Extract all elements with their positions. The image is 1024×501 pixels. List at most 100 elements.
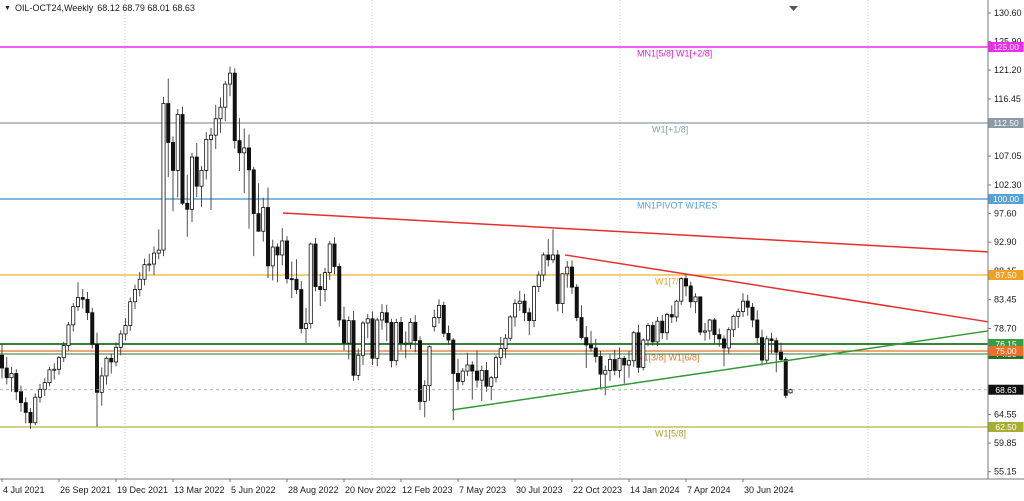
candle-up [118,333,123,348]
candle-down [622,357,627,366]
candle-up [508,316,513,339]
candle-down [570,266,575,288]
candle-up [327,243,332,273]
candles [0,66,793,429]
candle-down [579,317,584,339]
date-axis-label: 13 Mar 2022 [174,485,225,495]
candle-up [223,83,228,108]
candle-up [114,346,119,363]
candle-down [194,156,199,187]
candle-up [536,274,541,287]
candle-down [598,356,603,375]
chart-info-bar: ▼ OIL-OCT24,Weekly 68.12 68.79 68.01 68.… [4,3,195,13]
price-badge-100.00 [988,194,1024,204]
price-axis-label: 92.90 [994,237,1017,247]
candle-down [23,402,28,413]
candle-up [104,357,109,377]
candle-up [655,320,660,343]
candle-down [351,320,356,376]
candle-up [608,359,613,371]
level-label: W1[+1/8] [652,125,688,135]
candle-up [479,370,484,381]
candle-down [28,412,33,424]
candle-up [736,311,741,317]
candle-down [745,300,750,308]
candle-down [555,254,560,304]
candle-down [712,319,717,335]
candle-down [389,322,394,362]
candle-down [698,296,703,333]
candle-up [498,348,503,359]
candle-down [636,332,641,368]
price-badge-label: 87.50 [995,270,1017,280]
candle-up [303,323,308,329]
candle-down [546,254,551,261]
price-badge-112.50 [988,118,1024,128]
price-axis-label: 130.60 [994,8,1022,18]
candle-down [455,373,460,382]
candle-up [33,396,38,424]
date-axis-label: 19 Dec 2021 [117,485,168,495]
candle-up [346,320,351,344]
candle-down [265,207,270,267]
candle-down [722,338,727,349]
candle-up [403,342,408,345]
candle-up [422,385,427,402]
candle-up [541,254,546,276]
candle-up [142,264,147,280]
candle-up [322,272,327,290]
candle-down [760,337,765,361]
candle-up [242,147,247,154]
price-axis-label: 121.20 [994,65,1022,75]
candle-up [432,317,437,328]
candle-down [769,338,774,342]
candle-down [370,318,375,359]
price-badge-62.50 [988,422,1024,432]
symbol-dropdown-icon[interactable]: ▼ [4,4,11,12]
candle-down [18,391,23,404]
candle-up [128,301,133,326]
price-badge-label: 112.50 [993,118,1019,128]
chart-shift-marker-icon[interactable] [789,6,798,11]
candle-down [755,319,760,339]
trendline-3 [451,330,989,411]
candle-up [137,278,142,290]
candle-up [379,312,384,321]
candle-down [684,278,689,287]
candle-up [71,306,76,326]
candle-down [474,370,479,381]
candle-up [66,324,71,346]
candle-down [574,286,579,318]
candle-up [375,319,380,359]
candle-up [703,330,708,333]
candle-up [204,139,209,171]
candle-up [38,388,43,398]
candle-up [227,72,232,85]
candle-up [99,375,104,393]
candle-down [246,147,251,171]
candle-up [493,357,498,379]
candle-up [308,243,313,325]
candle-down [318,286,323,290]
date-axis-label: 12 Feb 2023 [402,485,453,495]
candle-down [109,357,114,363]
candle-up [42,382,47,390]
candle-up [61,345,66,359]
price-badge-label: 68.63 [995,385,1017,395]
candle-up [646,325,651,341]
candle-up [218,106,223,120]
date-axis-label: 30 Jun 2024 [744,485,794,495]
candle-down [0,354,4,369]
date-axis-label: 20 Nov 2022 [345,485,396,495]
price-badge-label: 75.00 [995,346,1017,356]
candle-down [170,142,175,171]
candle-down [584,337,589,346]
candle-down [95,343,100,393]
candle-up [57,357,62,370]
level-label: W1[5/8] [655,429,686,439]
candle-up [280,240,285,256]
candle-up [560,273,565,304]
price-badge-label: 62.50 [995,422,1017,432]
candle-down [237,140,242,154]
